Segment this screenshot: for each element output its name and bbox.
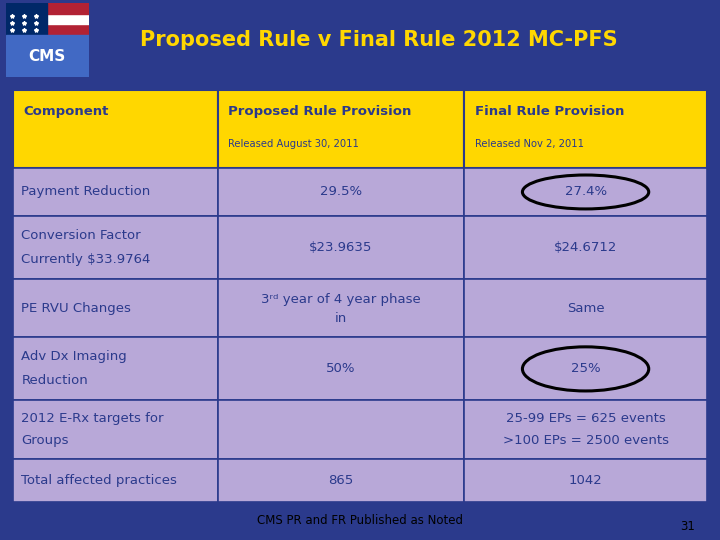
FancyBboxPatch shape — [217, 279, 464, 338]
Text: CMS PR and FR Published as Noted: CMS PR and FR Published as Noted — [257, 514, 463, 527]
FancyBboxPatch shape — [217, 90, 464, 168]
Text: PE RVU Changes: PE RVU Changes — [22, 302, 131, 315]
Bar — [6, 56, 89, 66]
Bar — [6, 3, 89, 14]
Text: 29.5%: 29.5% — [320, 185, 362, 199]
Text: 31: 31 — [680, 520, 695, 534]
Text: 865: 865 — [328, 474, 354, 487]
Text: Released August 30, 2011: Released August 30, 2011 — [228, 139, 359, 150]
Text: Proposed Rule v Final Rule 2012 MC-PFS: Proposed Rule v Final Rule 2012 MC-PFS — [140, 30, 618, 50]
Text: $24.6712: $24.6712 — [554, 241, 617, 254]
FancyBboxPatch shape — [13, 458, 217, 502]
FancyBboxPatch shape — [464, 279, 707, 338]
Bar — [6, 35, 89, 45]
Text: 1042: 1042 — [569, 474, 603, 487]
Text: in: in — [335, 312, 347, 325]
Text: 2012 E-Rx targets for: 2012 E-Rx targets for — [22, 412, 163, 425]
Text: Final Rule Provision: Final Rule Provision — [474, 105, 624, 118]
Bar — [6, 14, 89, 24]
FancyBboxPatch shape — [13, 90, 217, 168]
Text: $23.9635: $23.9635 — [309, 241, 373, 254]
Text: Conversion Factor: Conversion Factor — [22, 230, 141, 242]
Text: 25-99 EPs = 625 events: 25-99 EPs = 625 events — [505, 412, 665, 425]
Text: Groups: Groups — [22, 434, 69, 447]
Text: Currently $33.9764: Currently $33.9764 — [22, 253, 150, 266]
Text: >100 EPs = 2500 events: >100 EPs = 2500 events — [503, 434, 669, 447]
FancyBboxPatch shape — [13, 216, 217, 279]
Text: Total affected practices: Total affected practices — [22, 474, 177, 487]
FancyBboxPatch shape — [13, 168, 217, 216]
Text: Same: Same — [567, 302, 604, 315]
FancyBboxPatch shape — [217, 458, 464, 502]
FancyBboxPatch shape — [13, 400, 217, 458]
Bar — [6, 24, 89, 35]
Text: 3ʳᵈ year of 4 year phase: 3ʳᵈ year of 4 year phase — [261, 293, 420, 306]
FancyBboxPatch shape — [217, 338, 464, 400]
Text: 25%: 25% — [571, 362, 600, 375]
Text: 50%: 50% — [326, 362, 356, 375]
Bar — [6, 3, 48, 35]
Text: 27.4%: 27.4% — [564, 185, 607, 199]
FancyBboxPatch shape — [13, 338, 217, 400]
FancyBboxPatch shape — [464, 400, 707, 458]
Text: Adv Dx Imaging: Adv Dx Imaging — [22, 350, 127, 363]
Bar — [6, 66, 89, 77]
Text: Reduction: Reduction — [22, 374, 88, 387]
FancyBboxPatch shape — [13, 279, 217, 338]
FancyBboxPatch shape — [217, 216, 464, 279]
FancyBboxPatch shape — [464, 338, 707, 400]
FancyBboxPatch shape — [217, 168, 464, 216]
Bar — [6, 35, 89, 77]
Bar — [6, 45, 89, 56]
FancyBboxPatch shape — [217, 400, 464, 458]
Text: Released Nov 2, 2011: Released Nov 2, 2011 — [474, 139, 583, 150]
FancyBboxPatch shape — [464, 216, 707, 279]
FancyBboxPatch shape — [464, 168, 707, 216]
FancyBboxPatch shape — [464, 458, 707, 502]
FancyBboxPatch shape — [464, 90, 707, 168]
Text: Proposed Rule Provision: Proposed Rule Provision — [228, 105, 412, 118]
Text: Payment Reduction: Payment Reduction — [22, 185, 150, 199]
Text: CMS: CMS — [29, 49, 66, 64]
Text: Component: Component — [23, 105, 109, 118]
